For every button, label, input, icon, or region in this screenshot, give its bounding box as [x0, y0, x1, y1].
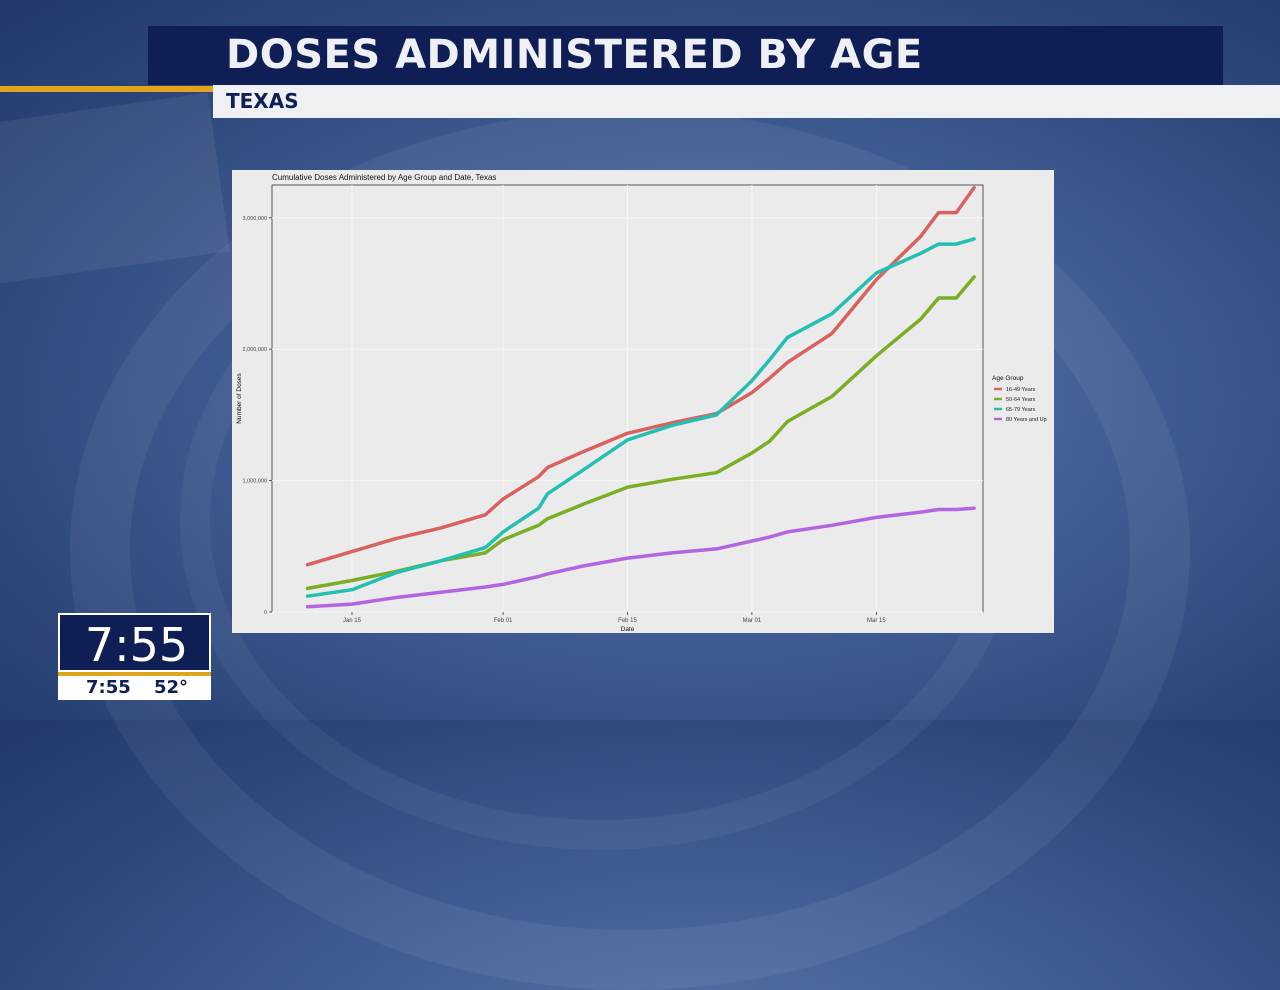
clock-time-large: 7:55 — [84, 618, 189, 672]
legend-label: 16-49 Years — [1006, 387, 1036, 393]
series-line-80-years-and-up — [305, 506, 976, 609]
y-tick-label: 3,000,000 — [243, 216, 267, 222]
y-tick-label: 1,000,000 — [243, 479, 267, 485]
series-line-65-79-years — [305, 237, 976, 598]
x-tick-label: Feb 01 — [494, 618, 513, 624]
legend-title: Age Group — [992, 375, 1024, 382]
x-tick-label: Mar 01 — [743, 618, 762, 624]
x-tick-label: Feb 15 — [618, 618, 637, 624]
x-tick-label: Mar 15 — [867, 618, 886, 624]
clock-time-panel: 7:55 — [58, 613, 211, 672]
page-title: DOSES ADMINISTERED BY AGE — [226, 32, 923, 78]
y-tick-label: 2,000,000 — [243, 347, 267, 353]
accent-line — [0, 86, 213, 92]
legend-label: 80 Years and Up — [1006, 417, 1047, 423]
clock-widget: 7:55 7:55 52° — [58, 613, 211, 700]
chart-title: Cumulative Doses Administered by Age Gro… — [272, 173, 496, 182]
chart-legend: Age Group 16-49 Years 50-64 Years 65-79 Yea… — [992, 375, 1047, 423]
legend-label: 50-64 Years — [1006, 397, 1036, 403]
x-tick-label: Jan 15 — [343, 618, 362, 624]
title-banner: DOSES ADMINISTERED BY AGE — [148, 26, 1223, 85]
x-axis-label: Date — [621, 626, 635, 633]
page-subtitle: TEXAS — [226, 89, 299, 113]
background-panel — [0, 92, 230, 288]
clock-time-small: 7:55 — [86, 677, 131, 698]
legend-label: 65-79 Years — [1006, 407, 1036, 413]
temperature-readout: 52° — [154, 677, 189, 698]
line-chart: 0 1,000,000 2,000,000 3,000,000 Jan 15 Feb 01… — [236, 173, 1047, 633]
chart-card: 0 1,000,000 2,000,000 3,000,000 Jan 15 Feb 01… — [232, 170, 1054, 633]
series-line-16-49-years — [305, 185, 976, 567]
subtitle-banner: TEXAS — [213, 85, 1280, 118]
clock-info-panel: 7:55 52° — [58, 676, 211, 700]
clock-accent-line — [58, 672, 211, 676]
y-axis-label: Number of Doses — [236, 372, 243, 423]
y-tick-label: 0 — [264, 610, 267, 616]
